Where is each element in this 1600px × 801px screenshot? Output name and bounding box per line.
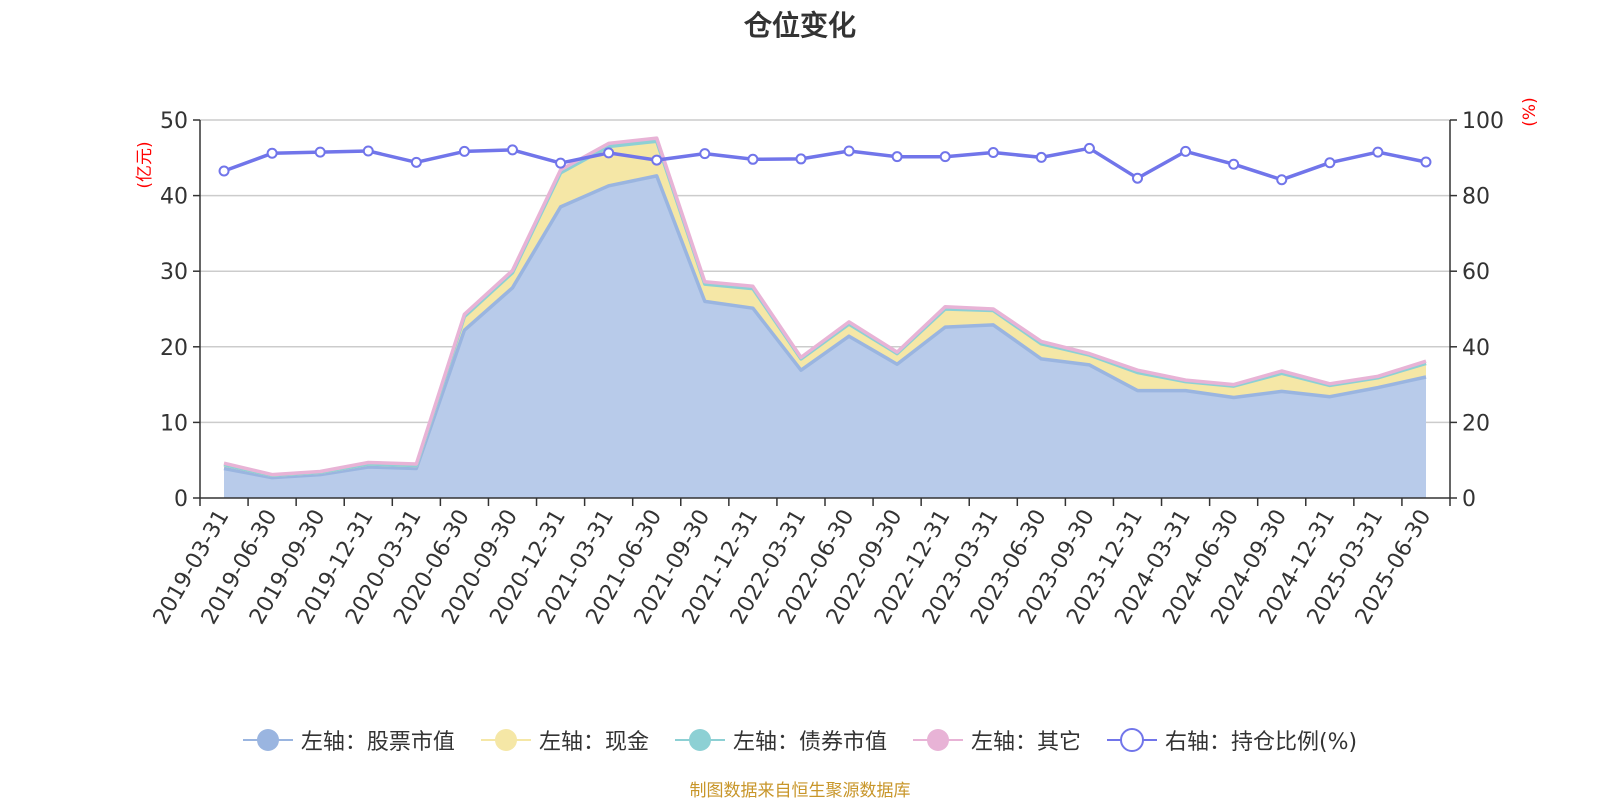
area-series: [223, 136, 1427, 498]
ratio-point: [1276, 174, 1288, 186]
ratio-line: [223, 146, 1427, 182]
legend-label: 左轴：股票市值: [300, 730, 455, 755]
area-edge-other: [223, 136, 1427, 477]
ratio-point: [1083, 142, 1095, 154]
right-axis-tick-label: 40: [1462, 336, 1490, 361]
ratio-point: [651, 154, 663, 166]
right-axis-tick-label: 20: [1462, 411, 1490, 436]
ratio-point: [1420, 156, 1432, 168]
legend-item[interactable]: 左轴：现金: [480, 724, 649, 756]
left-axis-tick-label: 20: [160, 336, 188, 361]
right-axis-tick-label: 60: [1462, 260, 1490, 285]
ratio-point: [603, 147, 615, 159]
ratio-point: [1132, 172, 1143, 184]
left-axis-label: (亿元): [135, 141, 155, 188]
ratio-point: [1324, 157, 1336, 169]
left-axis-tick-label: 50: [160, 109, 188, 134]
legend-item[interactable]: 左轴：股票市值: [242, 724, 455, 756]
ratio-point: [362, 145, 374, 157]
legend: 左轴：股票市值 左轴：现金 左轴：债券市值 左轴：其它 右轴：持仓比例(%): [0, 720, 1600, 760]
chart-title: 仓位变化: [743, 9, 856, 42]
legend-marker-icon: [480, 729, 531, 751]
legend-label: 左轴：其它: [970, 730, 1081, 755]
legend-marker-icon: [912, 729, 963, 751]
source-note: 制图数据来自恒生聚源数据库: [689, 781, 911, 801]
ratio-point: [1228, 158, 1240, 170]
ratio-point: [795, 153, 807, 165]
legend-item[interactable]: 左轴：其它: [912, 724, 1081, 756]
ratio-line-series: [218, 142, 1432, 186]
ratio-point: [266, 147, 278, 159]
ratio-point: [507, 144, 518, 156]
left-axis-tick-label: 30: [160, 260, 188, 285]
legend-marker-icon: [242, 729, 293, 751]
ratio-point: [891, 151, 903, 163]
legend-label: 右轴：持仓比例(%): [1164, 730, 1358, 755]
ratio-point: [410, 156, 422, 168]
ratio-point: [747, 153, 759, 165]
left-axis-tick-label: 0: [174, 487, 188, 512]
ratio-point: [1035, 151, 1047, 163]
ratio-point: [1180, 145, 1192, 157]
ratio-point: [555, 157, 567, 169]
ratio-point: [1372, 146, 1384, 158]
legend-item[interactable]: 左轴：债券市值: [674, 724, 887, 756]
right-axis-label: (%): [1520, 97, 1540, 126]
area-stock: [224, 175, 1426, 498]
ratio-point: [458, 145, 470, 157]
ratio-point: [843, 145, 855, 157]
ratio-point: [314, 146, 326, 158]
legend-label: 左轴：债券市值: [732, 730, 887, 755]
left-axis-tick-label: 10: [160, 411, 188, 436]
ratio-point: [218, 165, 230, 177]
chart: 010203040500204060801002019-03-312019-06…: [135, 97, 1540, 628]
ratio-point: [939, 151, 951, 163]
right-axis-tick-label: 80: [1462, 185, 1490, 210]
right-axis-tick-label: 100: [1462, 109, 1504, 134]
ratio-point: [699, 148, 711, 160]
legend-item[interactable]: 右轴：持仓比例(%): [1106, 724, 1358, 756]
left-axis-tick-label: 40: [160, 185, 188, 210]
legend-label: 左轴：现金: [538, 730, 649, 755]
right-axis-tick-label: 0: [1462, 487, 1476, 512]
ratio-point: [987, 147, 999, 159]
legend-marker-icon: [1106, 728, 1157, 752]
legend-marker-icon: [674, 729, 725, 751]
